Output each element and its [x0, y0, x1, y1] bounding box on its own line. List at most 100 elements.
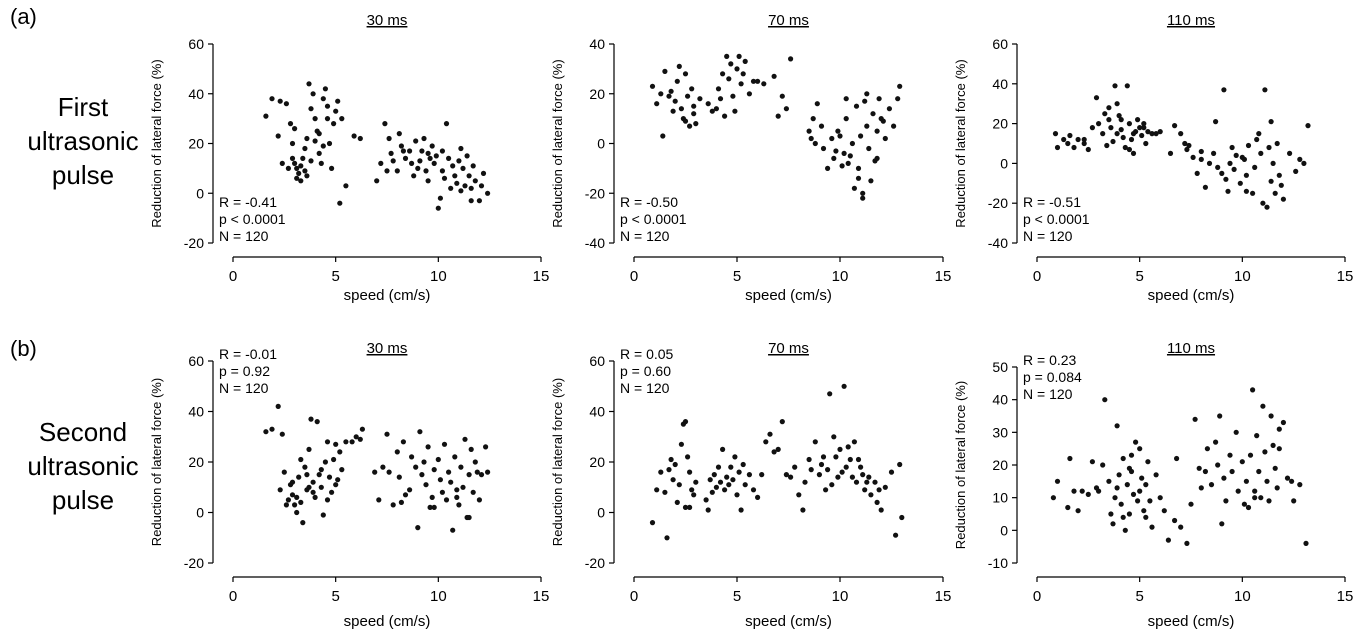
y-tick-label: 20 — [992, 457, 1008, 473]
data-point — [382, 121, 388, 127]
data-point — [1172, 517, 1178, 524]
data-point — [810, 116, 816, 122]
panel-label-b: (b) — [10, 336, 37, 361]
data-point — [1167, 150, 1174, 156]
data-point — [839, 163, 845, 169]
data-point — [433, 153, 439, 159]
data-point — [1135, 498, 1141, 504]
data-point — [294, 509, 300, 516]
data-point — [333, 482, 339, 488]
data-point — [439, 148, 445, 154]
data-point — [860, 195, 866, 201]
data-point — [1252, 488, 1258, 494]
data-point — [437, 477, 443, 483]
data-point — [658, 91, 664, 97]
data-point — [740, 461, 746, 468]
data-point — [742, 482, 748, 488]
x-tick-label: 15 — [533, 588, 550, 605]
data-point — [302, 168, 308, 174]
data-point — [318, 467, 324, 473]
data-point — [324, 497, 331, 503]
data-point — [1120, 134, 1126, 141]
data-point — [654, 101, 660, 107]
data-point — [329, 489, 335, 495]
data-point — [874, 128, 880, 134]
x-axis-label: speed (cm/s) — [344, 287, 431, 304]
data-point — [685, 454, 691, 460]
x-tick-label: 10 — [832, 268, 849, 285]
data-point — [858, 464, 864, 470]
data-point — [316, 131, 322, 137]
data-point — [1256, 131, 1262, 137]
data-point — [441, 441, 448, 447]
data-point — [1157, 495, 1163, 501]
data-point — [304, 135, 310, 142]
y-axis-label: Reduction of lateral force (%) — [953, 59, 968, 227]
data-point — [1065, 504, 1071, 511]
data-point — [897, 461, 903, 468]
data-point — [1196, 465, 1202, 471]
data-point — [289, 155, 296, 161]
data-point — [674, 78, 680, 84]
data-point — [308, 416, 314, 422]
data-point — [1139, 132, 1145, 139]
data-point — [823, 487, 829, 493]
data-point — [1135, 117, 1141, 123]
data-point — [460, 484, 466, 490]
data-point — [882, 135, 888, 142]
data-point — [1297, 482, 1303, 488]
data-point — [302, 464, 308, 470]
data-point — [808, 135, 814, 142]
data-point — [429, 143, 435, 149]
data-point — [1114, 131, 1120, 137]
row-label-first-pulse: First ultrasonic pulse — [8, 90, 158, 192]
data-point — [1153, 472, 1159, 478]
data-point — [1178, 524, 1184, 530]
data-point — [664, 535, 670, 541]
data-point — [1278, 182, 1284, 188]
data-point — [324, 116, 331, 122]
data-point — [429, 494, 435, 500]
data-point — [306, 484, 312, 490]
data-point — [1100, 462, 1106, 468]
data-point — [724, 53, 730, 60]
data-point — [419, 148, 425, 154]
data-point — [709, 108, 715, 114]
data-point — [687, 123, 693, 129]
data-point — [707, 477, 713, 483]
data-point — [1137, 446, 1143, 452]
y-tick-label: 20 — [992, 116, 1008, 132]
data-point — [726, 76, 732, 82]
data-point — [1108, 511, 1114, 517]
data-point — [1254, 136, 1260, 143]
data-point — [374, 178, 380, 184]
data-point — [431, 467, 437, 473]
data-point — [1206, 160, 1213, 166]
data-point — [298, 499, 304, 505]
data-point — [435, 456, 441, 463]
data-point — [717, 96, 724, 102]
data-point — [674, 499, 680, 505]
data-point — [322, 459, 328, 465]
data-point — [1089, 459, 1095, 465]
data-point — [409, 454, 415, 460]
data-point — [458, 145, 464, 152]
data-point — [1272, 465, 1278, 471]
data-point — [1245, 142, 1252, 149]
data-point — [771, 73, 777, 79]
chart-title: 110 ms — [1167, 12, 1215, 29]
data-point — [874, 155, 880, 161]
data-point — [759, 472, 765, 478]
data-point — [343, 439, 349, 445]
data-point — [1186, 142, 1192, 149]
data-point — [1126, 146, 1132, 153]
data-point — [1116, 113, 1122, 119]
data-point — [868, 178, 874, 184]
data-point — [1237, 180, 1243, 186]
data-point — [285, 497, 291, 503]
y-tick-label: 40 — [992, 76, 1008, 92]
data-point — [450, 163, 456, 169]
data-point — [847, 153, 853, 159]
data-point — [1225, 188, 1231, 194]
data-point — [337, 449, 343, 455]
